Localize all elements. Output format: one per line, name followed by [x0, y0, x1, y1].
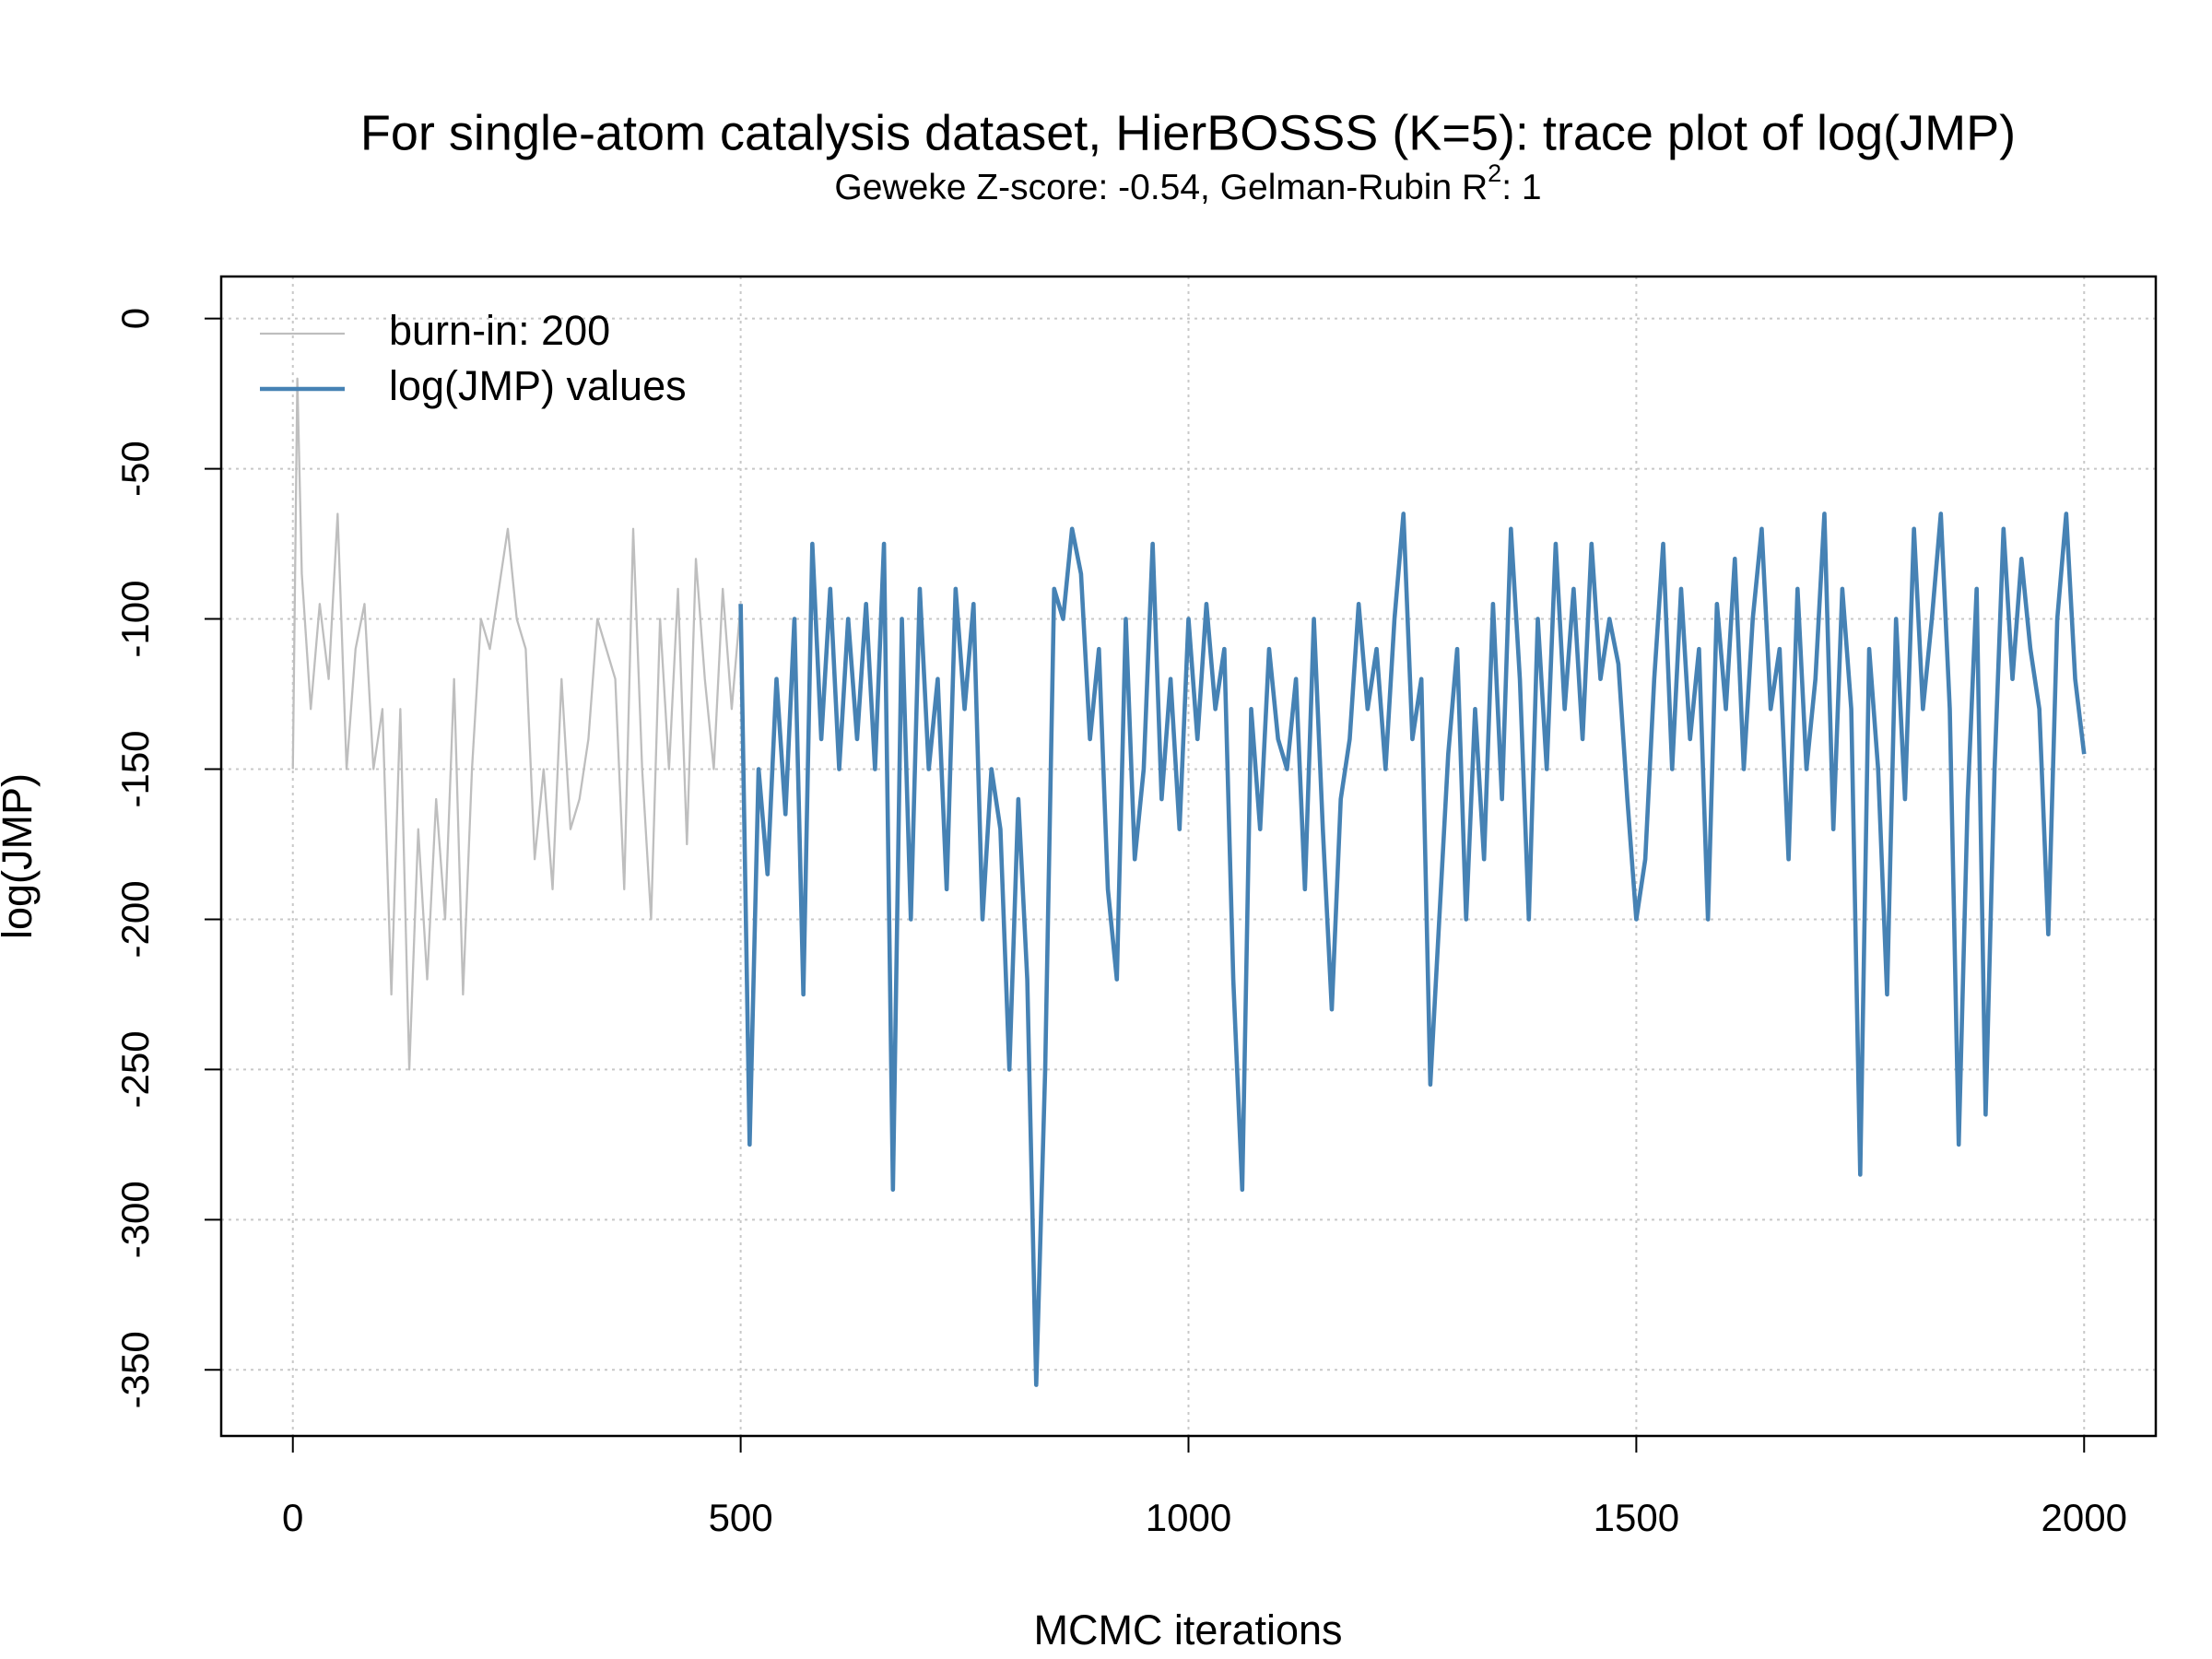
- y-tick-label: -150: [113, 730, 157, 807]
- subtitle-superscript: 2: [1488, 159, 1501, 187]
- y-tick-label: -100: [113, 581, 157, 658]
- legend: burn-in: 200 log(JMP) values: [260, 307, 687, 409]
- subtitle-text: Geweke Z-score: -0.54, Gelman-Rubin R: [834, 168, 1488, 207]
- subtitle-text: : 1: [1501, 168, 1541, 207]
- x-tick-label: 2000: [2041, 1496, 2127, 1539]
- x-tick-label: 0: [282, 1496, 303, 1539]
- x-tick-label: 1500: [1594, 1496, 1679, 1539]
- plot-area: [291, 377, 2087, 1387]
- y-tick-label: -50: [113, 441, 157, 497]
- y-tick-label: -300: [113, 1181, 157, 1258]
- chart-subtitle: Geweke Z-score: -0.54, Gelman-Rubin R2: …: [834, 159, 1541, 207]
- x-tick-label: 1000: [1146, 1496, 1231, 1539]
- axes: 0 500 1000 1500 2000 0 -50 -100 -150 -200 -250 -300…: [113, 308, 2127, 1539]
- y-tick-label: -350: [113, 1331, 157, 1408]
- series-line: [291, 377, 742, 1071]
- y-tick-label: -250: [113, 1030, 157, 1108]
- chart-title: For single-atom catalysis dataset, HierB…: [360, 105, 2016, 160]
- x-axis-label: MCMC iterations: [1033, 1606, 1342, 1653]
- y-tick-label: 0: [113, 308, 157, 329]
- series-line: [738, 512, 2087, 1387]
- y-axis-label: log(JMP): [0, 773, 41, 939]
- y-tick-label: -200: [113, 880, 157, 958]
- legend-label: log(JMP) values: [389, 362, 687, 409]
- legend-label: burn-in: 200: [389, 307, 610, 354]
- x-tick-label: 500: [709, 1496, 773, 1539]
